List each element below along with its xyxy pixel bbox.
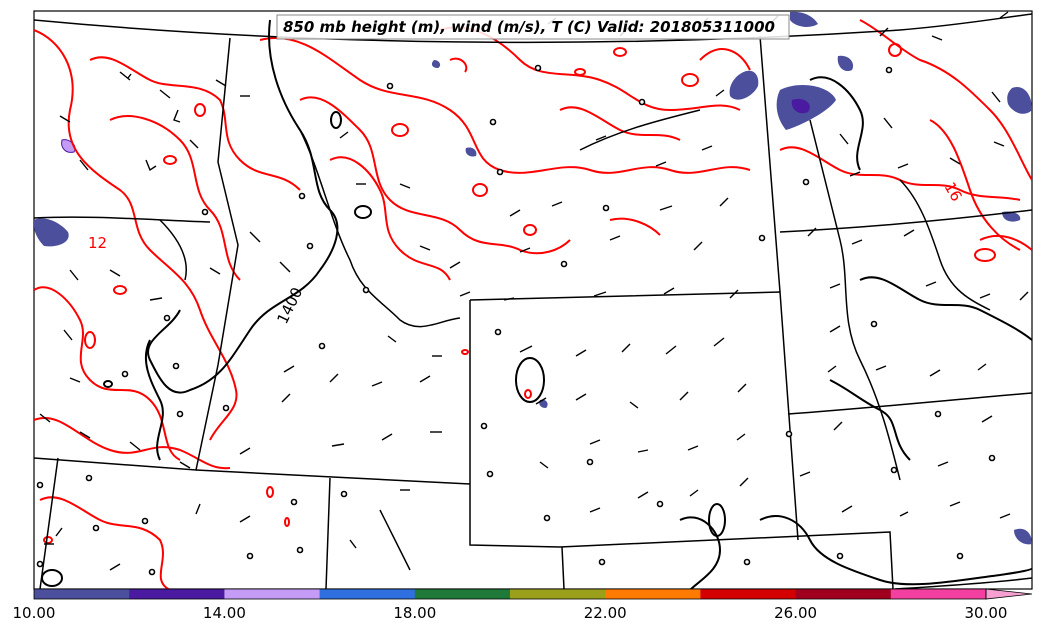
colorbar-segment <box>795 589 892 599</box>
map-frame <box>33 10 1033 590</box>
height-contours <box>41 19 1032 589</box>
title-box <box>276 14 790 40</box>
colorbar-segment <box>700 589 797 599</box>
colorbar-outline <box>33 588 987 600</box>
colorbar-segment <box>224 589 321 599</box>
wind-barbs <box>39 11 1029 571</box>
colorbar-tick-label: 26.00 <box>774 604 817 622</box>
colorbar-tick-label: 22.00 <box>584 604 627 622</box>
colorbar-labels: 10.00 14.00 18.00 22.00 26.00 30.00 <box>13 604 1008 622</box>
colorbar-tick-label: 30.00 <box>965 604 1008 622</box>
colorbar-tick-label: 14.00 <box>203 604 246 622</box>
wind-shading <box>34 11 1032 545</box>
temp-contour-label-west: 12 <box>88 234 107 252</box>
colorbar-extension <box>985 588 1033 600</box>
colorbar-segment <box>510 589 606 599</box>
colorbar-segment <box>605 589 701 599</box>
map-title: 850 mb height (m), wind (m/s), T (C) Val… <box>283 18 775 36</box>
colorbar-segment <box>414 589 511 599</box>
temperature-contours <box>34 19 1032 589</box>
station-markers <box>36 64 996 576</box>
colorbar-segment <box>34 589 130 599</box>
colorbar-segment <box>890 589 987 599</box>
colorbar-tick-label: 10.00 <box>13 604 56 622</box>
colorbar <box>33 588 1033 600</box>
state-borders <box>34 13 1032 589</box>
colorbar-segment <box>129 589 225 599</box>
colorbar-tick-label: 18.00 <box>393 604 436 622</box>
colorbar-segment <box>319 589 416 599</box>
